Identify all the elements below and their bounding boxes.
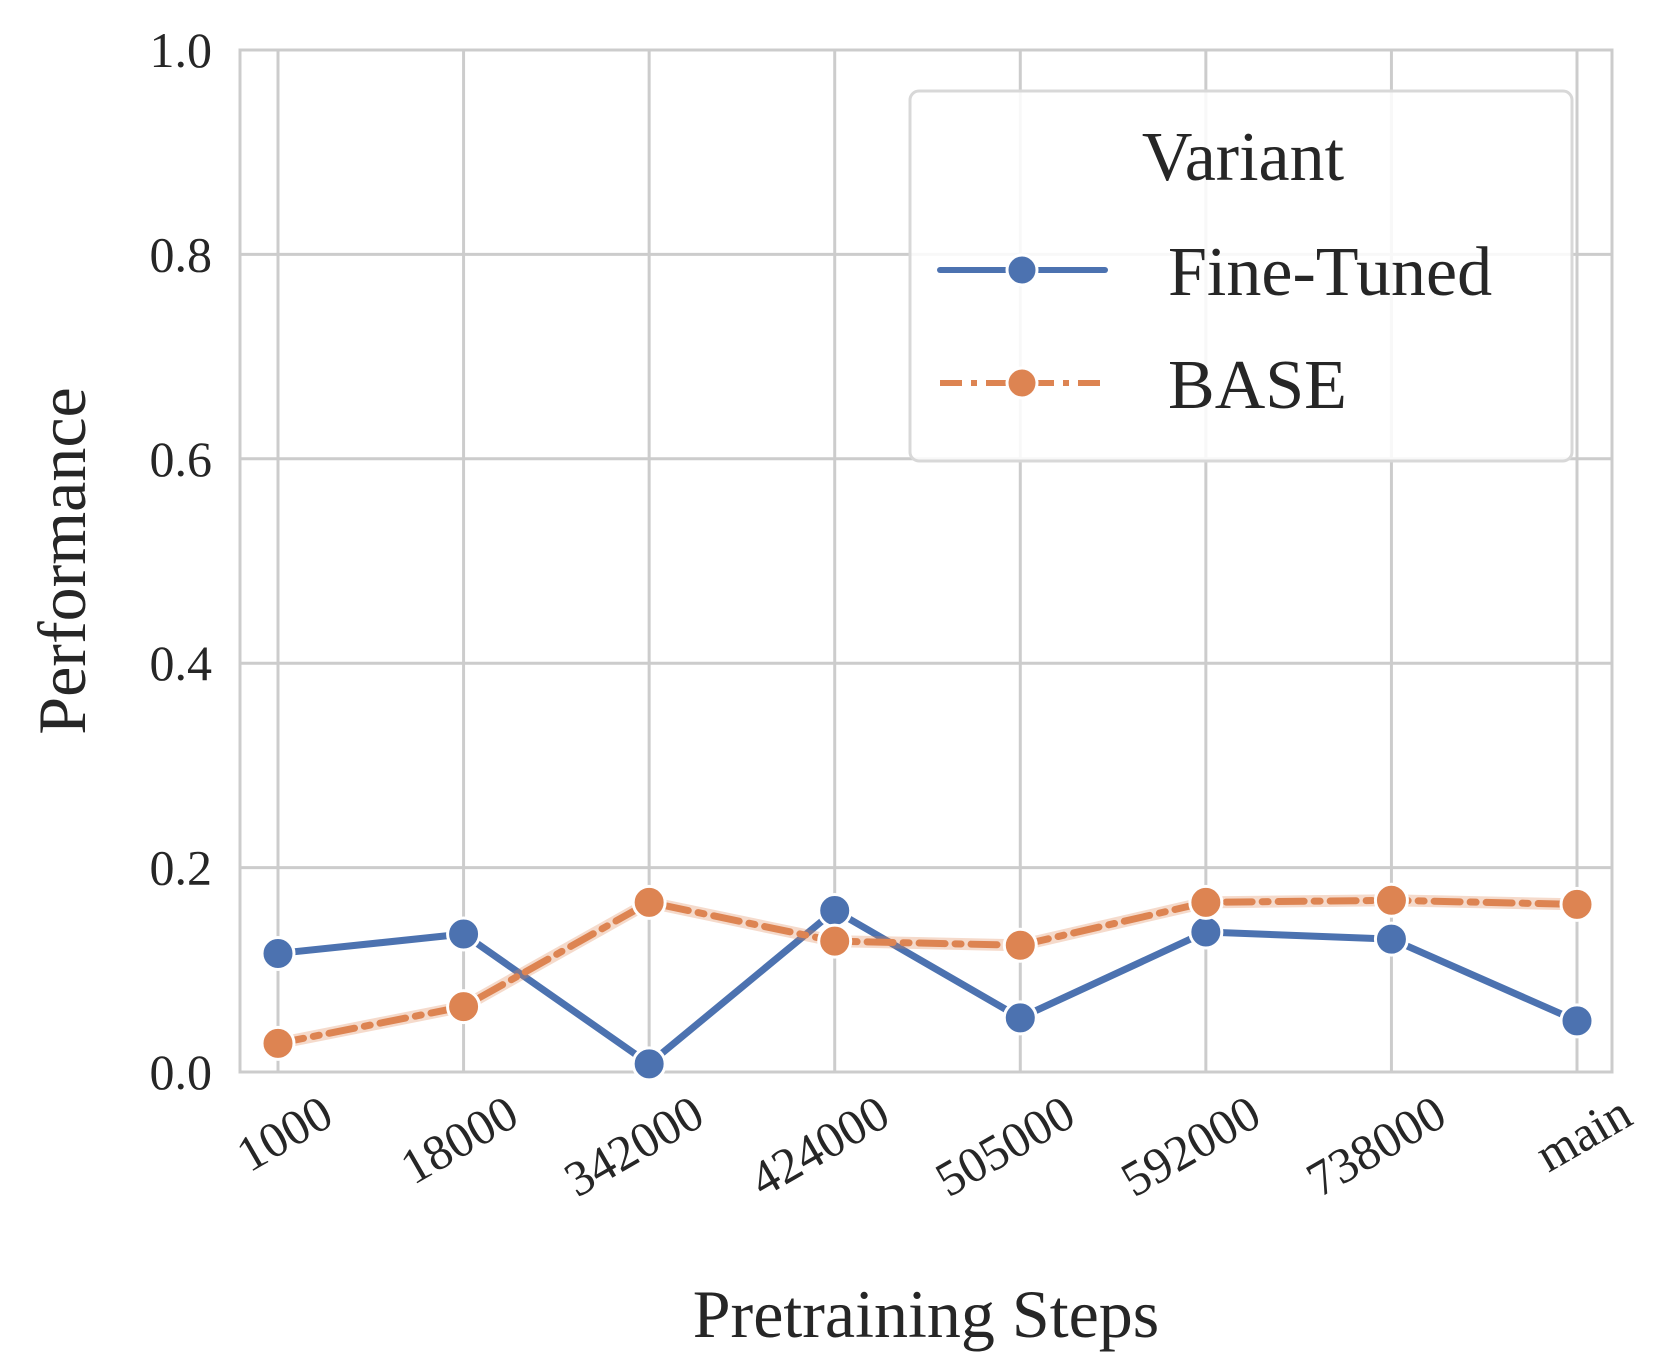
data-point-base	[631, 884, 667, 920]
data-point-fine-tuned	[260, 935, 296, 971]
x-tick-labels: 1000 18000 342000 424000 505000 592000 738000 m…	[227, 1084, 1641, 1207]
x-tick-label: 738000	[1297, 1084, 1455, 1207]
x-tick-label: 18000	[391, 1084, 527, 1195]
series-line-fine-tuned	[274, 907, 1581, 1068]
data-point-fine-tuned	[1373, 921, 1409, 957]
data-point-base	[446, 989, 482, 1025]
series-lines	[260, 882, 1595, 1082]
y-tick-label: 0.0	[150, 1044, 213, 1100]
legend-marker-base	[1005, 366, 1039, 400]
legend-marker-fine-tuned	[1005, 253, 1039, 287]
legend-label-base: BASE	[1168, 347, 1347, 424]
x-tick-label: 1000	[227, 1084, 342, 1182]
legend-box	[908, 89, 1574, 463]
y-tick-label: 1.0	[150, 22, 213, 78]
data-point-base	[1373, 882, 1409, 918]
data-point-fine-tuned	[1188, 914, 1224, 950]
data-point-fine-tuned	[446, 916, 482, 952]
data-point-fine-tuned	[1002, 1000, 1038, 1036]
y-tick-labels: 0.0 0.2 0.4 0.6 0.8 1.0	[150, 22, 213, 1100]
data-point-fine-tuned	[817, 893, 853, 929]
y-tick-label: 0.4	[150, 635, 213, 691]
data-point-base	[1188, 884, 1224, 920]
data-point-base	[817, 923, 853, 959]
grid-lines	[240, 48, 1612, 1074]
x-tick-label: 424000	[740, 1084, 898, 1207]
y-tick-label: 0.8	[150, 226, 213, 282]
y-tick-label: 0.6	[150, 431, 213, 487]
x-tick-label: main	[1526, 1084, 1641, 1182]
data-point-fine-tuned	[1559, 1003, 1595, 1039]
x-tick-label: 505000	[926, 1084, 1084, 1207]
series-line-base	[274, 896, 1581, 1047]
data-point-base	[1002, 927, 1038, 963]
legend-title: Variant	[1142, 119, 1345, 196]
x-axis-label: Pretraining Steps	[693, 1276, 1160, 1352]
y-tick-label: 0.2	[150, 840, 213, 896]
x-tick-label: 342000	[555, 1084, 713, 1207]
y-axis-label: Performance	[24, 387, 100, 734]
legend-label-fine-tuned: Fine-Tuned	[1168, 234, 1492, 311]
data-point-fine-tuned	[631, 1046, 667, 1082]
data-point-base	[260, 1025, 296, 1061]
legend: Variant Fine-Tuned BASE	[908, 89, 1574, 463]
data-point-base	[1559, 886, 1595, 922]
x-tick-label: 592000	[1111, 1084, 1269, 1207]
